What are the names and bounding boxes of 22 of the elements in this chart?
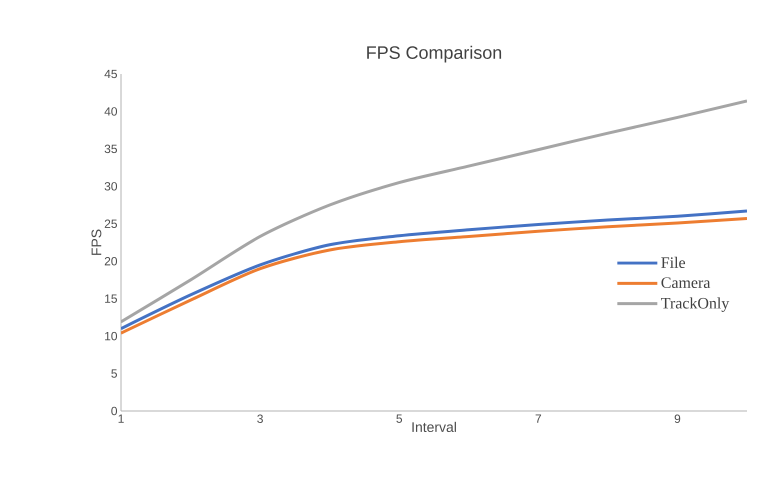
y-tick-label: 25 — [104, 220, 117, 228]
y-tick-label: 5 — [111, 369, 117, 378]
y-tick-label: 20 — [104, 256, 118, 266]
x-tick-label: 9 — [674, 414, 680, 423]
y-tick-label: 10 — [105, 332, 118, 340]
legend-label: File — [661, 256, 686, 268]
y-tick-label: 0 — [111, 406, 118, 416]
x-tick-label: 5 — [396, 414, 402, 423]
x-tick-label: 1 — [118, 414, 124, 423]
y-tick-label: 45 — [104, 70, 117, 78]
line-series — [121, 99, 747, 324]
y-axis-title: FPS — [91, 230, 102, 255]
x-tick-label: 7 — [536, 414, 542, 423]
y-tick-label: 30 — [104, 182, 118, 191]
y-tick-label: 40 — [104, 107, 118, 116]
y-tick-label: 35 — [104, 144, 117, 154]
chart-title: FPS Comparison — [367, 46, 502, 62]
x-axis-title: Interval — [412, 422, 456, 432]
legend-label: Camera — [661, 277, 710, 288]
x-tick-label: 3 — [257, 414, 263, 423]
y-tick-label: 15 — [105, 294, 117, 303]
legend-label: TrackOnly — [661, 297, 730, 312]
